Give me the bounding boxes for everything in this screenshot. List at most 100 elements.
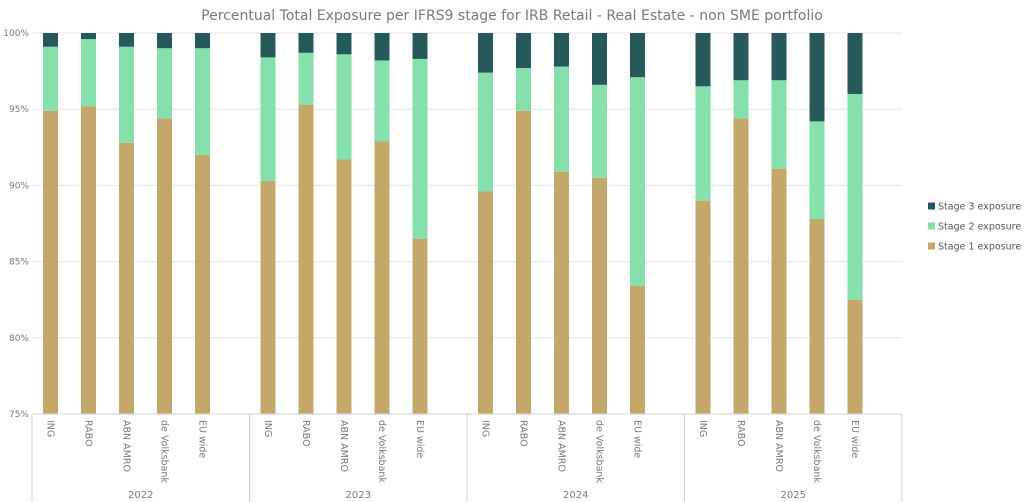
category-label: EU wide — [632, 420, 643, 458]
bar-segment-stage-2 — [554, 66, 569, 172]
legend-swatch — [928, 242, 935, 250]
bar-segment-stage-2 — [195, 48, 210, 155]
y-tick-label: 80% — [9, 334, 29, 344]
bar-segment-stage-3 — [260, 33, 276, 58]
y-tick-label: 75% — [9, 410, 29, 420]
bar-segment-stage-1 — [298, 104, 314, 415]
category-label: RABO — [518, 420, 529, 447]
bar-segment-stage-1 — [412, 238, 428, 414]
bar-segment-stage-1 — [157, 118, 172, 415]
bar-segment-stage-1 — [630, 285, 645, 414]
bar-segment-stage-1 — [847, 299, 863, 414]
category-label: ING — [480, 420, 491, 437]
bar-segment-stage-1 — [43, 110, 58, 414]
category-label: ABN AMRO — [773, 420, 784, 472]
legend-label: Stage 1 exposure — [938, 242, 1021, 253]
bar-segment-stage-2 — [336, 54, 352, 160]
category-label: ABN AMRO — [556, 420, 567, 472]
legend-swatch — [928, 202, 935, 210]
bar-segment-stage-3 — [374, 33, 390, 61]
bar-segment-stage-3 — [516, 33, 531, 69]
bar-segment-stage-1 — [336, 159, 352, 414]
bar-segment-stage-2 — [43, 46, 58, 111]
bar-segment-stage-3 — [630, 33, 645, 78]
bar-segment-stage-3 — [43, 33, 58, 47]
bar-segment-stage-1 — [374, 141, 390, 415]
y-tick-label: 90% — [9, 181, 29, 191]
bar-segment-stage-2 — [412, 58, 428, 239]
bar-segment-stage-2 — [157, 48, 172, 119]
group-label: 2023 — [346, 490, 371, 501]
bar-segment-stage-3 — [157, 33, 172, 49]
bar-segment-stage-2 — [119, 46, 134, 143]
bar-segment-stage-1 — [81, 106, 96, 414]
bar-segment-stage-1 — [554, 171, 569, 414]
legend-label: Stage 3 exposure — [938, 202, 1021, 213]
legend-swatch — [928, 222, 935, 230]
bar-segment-stage-2 — [516, 68, 531, 111]
bar-segment-stage-3 — [771, 33, 787, 81]
bar-segment-stage-2 — [733, 80, 749, 119]
category-label: ING — [697, 420, 708, 437]
bar-segment-stage-1 — [260, 180, 276, 414]
bar-segment-stage-2 — [260, 57, 276, 181]
category-label: RABO — [300, 420, 311, 447]
bar-segment-stage-1 — [195, 154, 210, 415]
category-label: EU wide — [414, 420, 425, 458]
bar-segment-stage-3 — [809, 33, 825, 122]
y-tick-label: 95% — [9, 105, 29, 115]
bar-segment-stage-1 — [119, 142, 134, 414]
bar-segment-stage-2 — [847, 93, 863, 300]
bar-segment-stage-2 — [81, 39, 96, 107]
category-label: ABN AMRO — [121, 420, 132, 472]
category-label: de Volksbank — [594, 420, 605, 483]
bar-segment-stage-2 — [771, 80, 787, 169]
bar-segment-stage-3 — [195, 33, 210, 49]
legend-label: Stage 2 exposure — [938, 222, 1021, 233]
bar-segment-stage-1 — [516, 110, 531, 414]
bar-segment-stage-2 — [478, 72, 493, 192]
category-label: EU wide — [849, 420, 860, 458]
chart-title: Percentual Total Exposure per IFRS9 stag… — [201, 8, 823, 24]
legend: Stage 3 exposure Stage 2 exposure Stage 1 … — [928, 202, 1021, 253]
bar-segment-stage-3 — [478, 33, 493, 73]
bar-segment-stage-3 — [336, 33, 352, 55]
bar-segment-stage-1 — [592, 177, 607, 414]
y-tick-label: 100% — [3, 29, 29, 39]
bar-segment-stage-2 — [809, 121, 825, 219]
category-label: RABO — [83, 420, 94, 447]
bar-segment-stage-3 — [412, 33, 428, 59]
category-label: ABN AMRO — [338, 420, 349, 472]
bar-segment-stage-2 — [630, 77, 645, 286]
bar-segment-stage-3 — [298, 33, 314, 53]
group-label: 2024 — [563, 490, 588, 501]
bar-segment-stage-2 — [298, 52, 314, 105]
bar-segment-stage-1 — [695, 200, 711, 414]
axis-layer: 75% 80% 85% 90% 95% 100% 2022 ING RABO ABN AMRO de… — [3, 29, 903, 502]
group-label: 2022 — [128, 490, 153, 501]
bar-segment-stage-3 — [119, 33, 134, 47]
bar-segment-stage-3 — [81, 33, 96, 40]
category-label: de Volksbank — [376, 420, 387, 483]
bar-segment-stage-3 — [847, 33, 863, 94]
bar-segment-stage-1 — [809, 218, 825, 414]
category-label: RABO — [735, 420, 746, 447]
category-label: EU wide — [197, 420, 208, 458]
group-label: 2025 — [781, 490, 806, 501]
bar-segment-stage-2 — [695, 86, 711, 201]
bars-layer — [43, 33, 863, 415]
y-tick-label: 85% — [9, 258, 29, 268]
category-label: ING — [262, 420, 273, 437]
bar-segment-stage-1 — [478, 191, 493, 414]
bar-segment-stage-3 — [695, 33, 711, 87]
bar-segment-stage-3 — [554, 33, 569, 67]
bar-segment-stage-3 — [592, 33, 607, 85]
bar-segment-stage-2 — [592, 84, 607, 178]
bar-segment-stage-1 — [733, 118, 749, 415]
bar-segment-stage-2 — [374, 60, 390, 142]
category-label: de Volksbank — [811, 420, 822, 483]
bar-segment-stage-3 — [733, 33, 749, 81]
category-label: de Volksbank — [159, 420, 170, 483]
